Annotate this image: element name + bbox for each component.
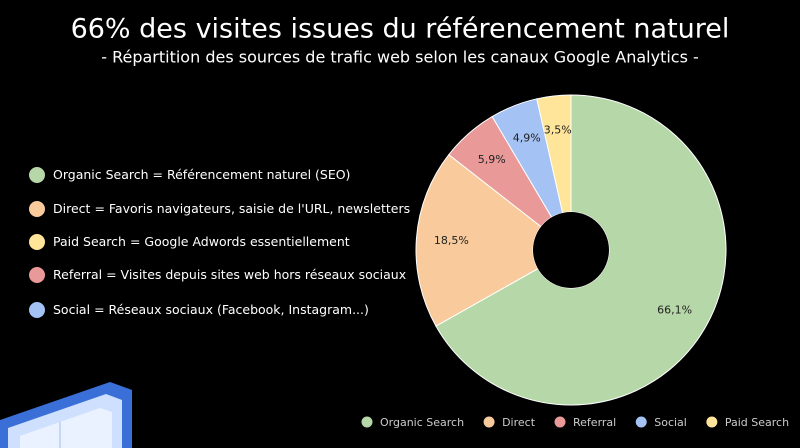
description-text: = Réseaux sociaux (Facebook, Instagram..… <box>94 302 369 317</box>
description-swatch <box>29 302 45 318</box>
description: Referral = Visites depuis sites web hors … <box>53 267 406 282</box>
legend-label: Paid Search <box>725 416 789 429</box>
legend-swatch <box>554 416 566 428</box>
description-swatch <box>29 167 45 183</box>
legend-label: Referral <box>573 416 616 429</box>
description-text: = Favoris navigateurs, saisie de l'URL, … <box>94 201 410 216</box>
description-swatch <box>29 201 45 217</box>
description: Social = Réseaux sociaux (Facebook, Insta… <box>53 302 369 317</box>
legend-swatch <box>361 416 373 428</box>
value-label: 3,5% <box>544 124 572 137</box>
chart-subtitle: - Répartition des sources de trafic web … <box>101 48 699 67</box>
legend-swatch <box>635 416 647 428</box>
value-label: 4,9% <box>513 131 541 144</box>
description: Paid Search = Google Adwords essentiellem… <box>53 234 350 249</box>
donut-hole <box>533 212 609 288</box>
description-term: Paid Search <box>53 234 126 249</box>
legend-label: Social <box>654 416 687 429</box>
description: Organic Search = Référencement naturel (S… <box>53 167 350 182</box>
description-text: = Référencement naturel (SEO) <box>153 167 351 182</box>
legend-swatch <box>706 416 718 428</box>
description-term: Social <box>53 302 90 317</box>
description-swatch <box>29 234 45 250</box>
value-label: 18,5% <box>434 234 469 247</box>
chart-title: 66% des visites issues du référencement … <box>71 14 730 45</box>
tablet-illustration <box>0 382 132 448</box>
description-term: Direct <box>53 201 91 216</box>
legend-swatch <box>483 416 495 428</box>
description-term: Organic Search <box>53 167 149 182</box>
description-term: Referral <box>53 267 102 282</box>
legend-label: Direct <box>502 416 536 429</box>
legend-label: Organic Search <box>380 416 464 429</box>
value-label: 5,9% <box>478 153 506 166</box>
description-text: = Visites depuis sites web hors réseaux … <box>106 267 406 282</box>
description: Direct = Favoris navigateurs, saisie de l… <box>53 201 410 216</box>
description-text: = Google Adwords essentiellement <box>130 234 350 249</box>
value-label: 66,1% <box>657 304 692 317</box>
description-swatch <box>29 267 45 283</box>
